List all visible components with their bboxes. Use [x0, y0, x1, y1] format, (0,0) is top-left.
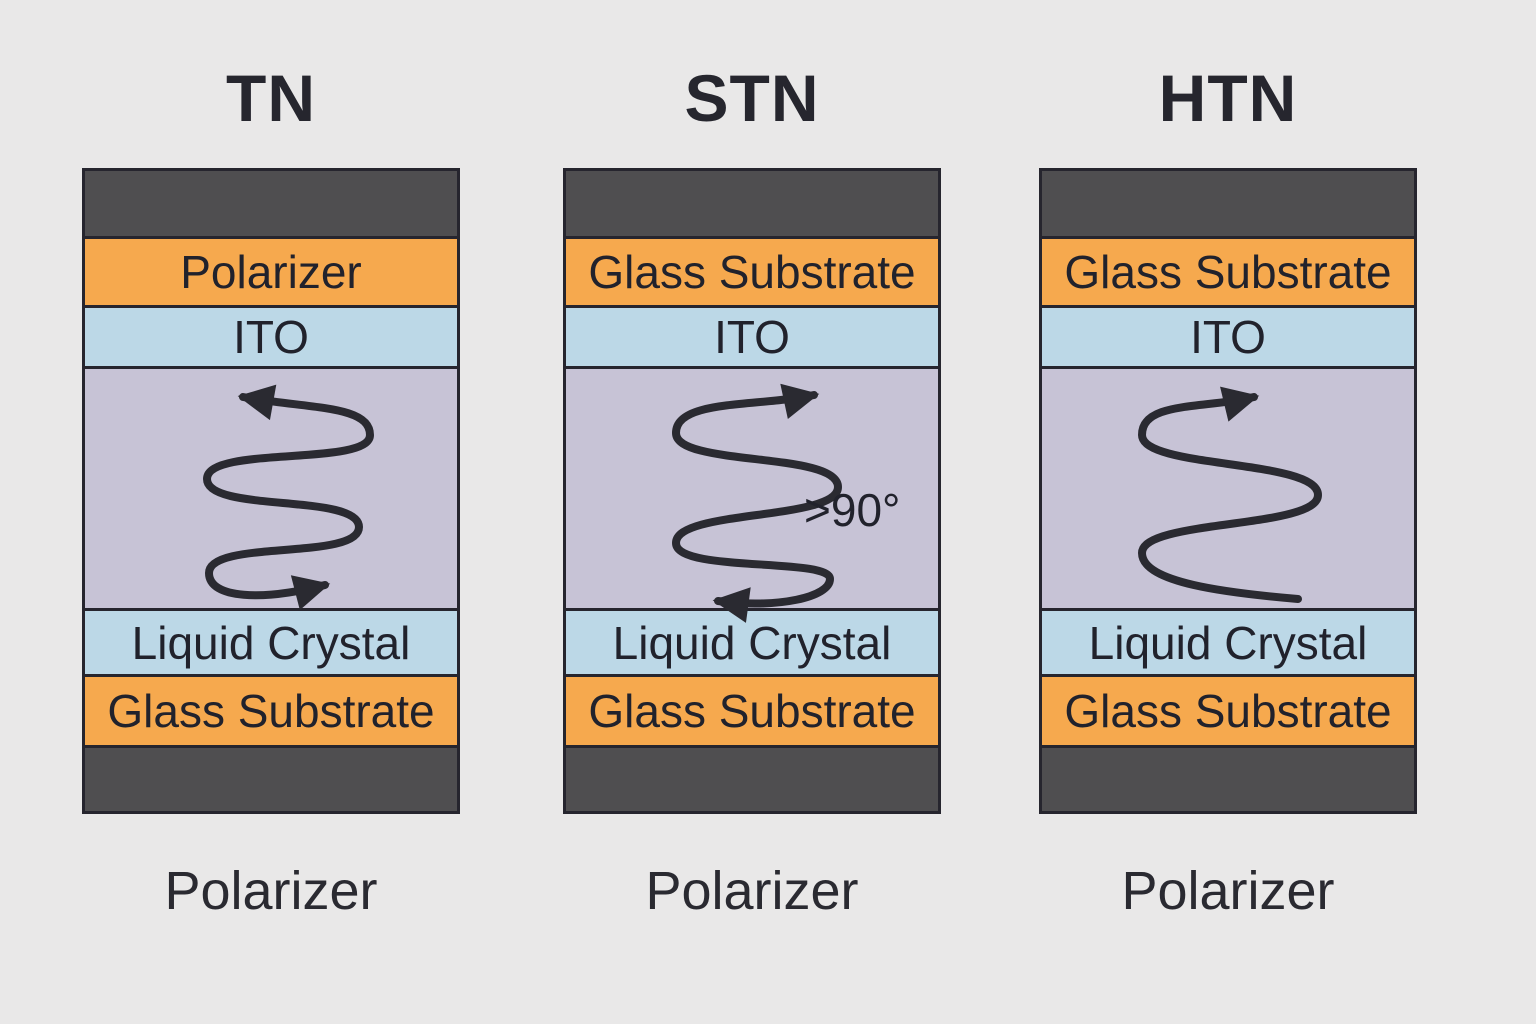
layer-dark-top — [1042, 171, 1414, 236]
layer-twist-region — [1042, 366, 1414, 608]
layer-twist-region — [85, 366, 457, 611]
twist-arrow-icon — [1137, 386, 1323, 603]
layer-glass-substrate-top: Glass Substrate — [566, 236, 938, 305]
column-title: HTN — [1158, 61, 1298, 135]
layer-stack: Polarizer ITO Liquid Crystal Glass Subst… — [82, 168, 460, 814]
layer-dark-top — [566, 171, 938, 236]
layer-twist-region: >90° — [566, 366, 938, 623]
layer-glass-substrate: Glass Substrate — [566, 674, 938, 745]
twist-arrow-icon — [202, 384, 375, 611]
layer-ito: ITO — [1042, 305, 1414, 366]
column-title: STN — [684, 61, 820, 135]
layer-liquid-crystal: Liquid Crystal — [1042, 608, 1414, 674]
layer-stack: Glass Substrate ITO Liquid Crystal Glass… — [1039, 168, 1417, 814]
twist-arrow-icon — [671, 383, 843, 623]
lcd-comparison-diagram: TN Polarizer ITO Liquid Crystal Glass Su… — [82, 0, 1417, 922]
layer-dark-bottom — [85, 745, 457, 811]
column-stn: STN Glass Substrate ITO >90° Liquid Crys… — [563, 0, 941, 922]
layer-dark-top — [85, 171, 457, 236]
layer-liquid-crystal: Liquid Crystal — [85, 608, 457, 674]
column-htn: HTN Glass Substrate ITO Liquid Crystal G… — [1039, 0, 1417, 922]
column-tn: TN Polarizer ITO Liquid Crystal Glass Su… — [82, 0, 460, 922]
layer-dark-bottom — [566, 745, 938, 811]
layer-glass-substrate: Glass Substrate — [1042, 674, 1414, 745]
bottom-polarizer-label: Polarizer — [645, 861, 859, 921]
layer-liquid-crystal: Liquid Crystal — [566, 608, 938, 674]
layer-glass-substrate-top: Glass Substrate — [1042, 236, 1414, 305]
layer-ito: ITO — [85, 305, 457, 366]
layer-glass-substrate: Glass Substrate — [85, 674, 457, 745]
bottom-polarizer-label: Polarizer — [164, 861, 378, 921]
layer-dark-bottom — [1042, 745, 1414, 811]
layer-polarizer: Polarizer — [85, 236, 457, 305]
bottom-polarizer-label: Polarizer — [1121, 861, 1335, 921]
column-title: TN — [226, 61, 316, 135]
layer-stack: Glass Substrate ITO >90° Liquid Crystal … — [563, 168, 941, 814]
layer-ito: ITO — [566, 305, 938, 366]
twist-angle-label: >90° — [804, 484, 901, 536]
